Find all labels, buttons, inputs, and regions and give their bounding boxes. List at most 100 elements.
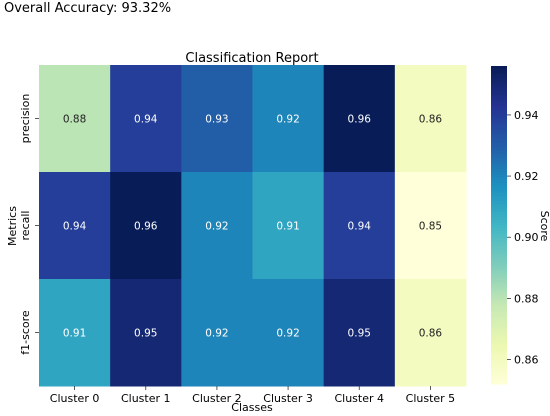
colorbar-segment <box>491 150 507 155</box>
colorbar-segment <box>491 198 507 202</box>
colorbar-segment <box>491 232 507 237</box>
colorbar-segment <box>491 304 507 308</box>
colorbar-segment <box>491 95 507 99</box>
colorbar-segment <box>491 177 507 181</box>
colorbar-segment <box>491 352 507 356</box>
colorbar-segment <box>491 164 507 168</box>
colorbar-segment <box>491 105 507 109</box>
heatmap-cell-f1-score-4 <box>323 279 396 387</box>
colorbar-segment <box>491 254 507 258</box>
colorbar-segment <box>491 341 507 345</box>
colorbar-segment <box>491 325 507 329</box>
colorbar-segment <box>491 296 507 300</box>
colorbar-segment <box>491 336 507 340</box>
cell-value-label: 0.86 <box>419 328 443 340</box>
colorbar-segment <box>491 161 507 165</box>
colorbar-segment <box>491 124 507 128</box>
colorbar-segment <box>491 217 507 221</box>
cell-value-label: 0.95 <box>348 328 371 340</box>
colorbar-segment <box>491 113 507 117</box>
colorbar-segment <box>491 331 507 335</box>
cell-value-label: 0.86 <box>419 114 443 126</box>
colorbar-segment <box>491 142 507 147</box>
colorbar-segment <box>491 280 507 284</box>
cell-value-label: 0.91 <box>276 221 299 233</box>
colorbar-segment <box>491 179 507 184</box>
colorbar-segment <box>491 320 507 324</box>
colorbar-segment <box>491 174 507 178</box>
colorbar-segment <box>491 354 507 359</box>
colorbar-segment <box>491 111 507 115</box>
colorbar-segment <box>491 362 507 367</box>
colorbar-tick-label: 0.94 <box>514 109 539 122</box>
colorbar-segment <box>491 270 507 274</box>
colorbar-segment <box>491 301 507 306</box>
colorbar-segment <box>491 227 507 231</box>
colorbar-segment <box>491 373 507 377</box>
colorbar-segment <box>491 68 507 72</box>
colorbar-segment <box>491 148 507 152</box>
colorbar-tick-label: 0.92 <box>514 170 539 183</box>
overall-accuracy-text: Overall Accuracy: 93.32% <box>4 1 172 16</box>
colorbar-segment <box>491 108 507 112</box>
colorbar-segment <box>491 240 507 245</box>
colorbar: 0.86 0.88 0.90 0.92 0.94 <box>491 66 539 385</box>
colorbar-segment <box>491 71 507 75</box>
colorbar-segment <box>491 230 507 234</box>
colorbar-segment <box>491 248 507 253</box>
colorbar-segment <box>491 272 507 276</box>
colorbar-segment <box>491 259 507 263</box>
colorbar-segment <box>491 235 507 239</box>
heatmap-cell-precision-1 <box>110 65 182 173</box>
colorbar-segment <box>491 119 507 123</box>
colorbar-segment <box>491 293 507 298</box>
colorbar-segment <box>491 225 507 229</box>
colorbar-segment <box>491 283 507 287</box>
y-tick-label: precision <box>19 94 32 144</box>
colorbar-segment <box>491 262 507 266</box>
colorbar-segment <box>491 158 507 162</box>
x-tick-label: Cluster 2 <box>192 392 242 405</box>
colorbar-segment <box>491 309 507 314</box>
colorbar-segment <box>491 121 507 125</box>
colorbar-segment <box>491 278 507 282</box>
colorbar-segment <box>491 368 507 372</box>
colorbar-segment <box>491 116 507 120</box>
colorbar-segment <box>491 73 507 78</box>
colorbar-segment <box>491 87 507 91</box>
colorbar-segment <box>491 126 507 131</box>
colorbar-segment <box>491 291 507 295</box>
chart-title: Classification Report <box>185 51 318 66</box>
heatmap-cell-precision-3 <box>252 65 325 173</box>
heatmap-cell-recall-0 <box>39 172 111 280</box>
colorbar-segment <box>491 264 507 268</box>
colorbar-segment <box>491 84 507 88</box>
colorbar-segment <box>491 66 507 70</box>
heatmap-cell-f1-score-1 <box>110 279 182 387</box>
colorbar-segment <box>491 137 507 141</box>
cell-value-label: 0.92 <box>205 221 228 233</box>
heatmap-cell-recall-3 <box>252 172 325 280</box>
colorbar-segment <box>491 365 507 369</box>
colorbar-segment <box>491 206 507 210</box>
x-axis-label: Classes <box>231 401 273 414</box>
colorbar-segment <box>491 338 507 343</box>
colorbar-segment <box>491 211 507 215</box>
colorbar-tick-label: 0.90 <box>514 231 539 244</box>
colorbar-segment <box>491 145 507 149</box>
colorbar-segment <box>491 89 507 94</box>
heatmap-cell-precision-0 <box>39 65 111 173</box>
x-tick-label: Cluster 0 <box>50 392 100 405</box>
cell-value-label: 0.96 <box>134 221 158 233</box>
y-tick-label: f1-score <box>19 310 32 355</box>
colorbar-segment <box>491 166 507 170</box>
colorbar-segment <box>491 203 507 208</box>
cell-value-label: 0.94 <box>63 221 87 233</box>
cell-value-label: 0.92 <box>205 328 228 340</box>
colorbar-segment <box>491 81 507 86</box>
colorbar-segment <box>491 344 507 348</box>
colorbar-segment <box>491 323 507 327</box>
colorbar-segment <box>491 370 507 374</box>
colorbar-segment <box>491 100 507 104</box>
